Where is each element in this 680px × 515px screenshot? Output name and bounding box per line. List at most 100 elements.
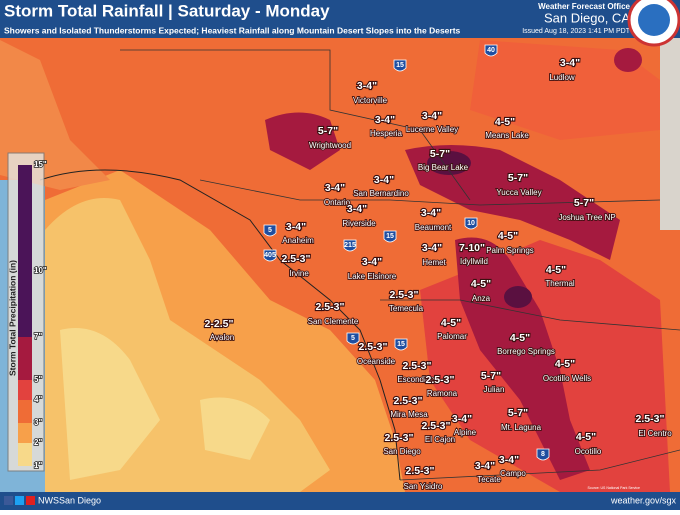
legend-label: 3" <box>34 418 42 427</box>
place-amount: 4-5" <box>441 317 461 329</box>
place-name: Tecate <box>477 475 501 484</box>
twitter-icon <box>15 496 24 505</box>
place-name: Thermal <box>545 279 575 288</box>
coastline <box>39 169 401 481</box>
place-name: Beaumont <box>415 223 452 232</box>
place-name: Hesperia <box>370 129 403 138</box>
highway-shield <box>393 59 407 72</box>
place-name: Ludlow <box>549 73 575 82</box>
legend-label: 7" <box>34 332 42 341</box>
place-amount: 5-7" <box>318 125 338 137</box>
highway-number: 5 <box>351 335 355 342</box>
place-amount: 4-5" <box>555 358 575 370</box>
youtube-icon <box>26 496 35 505</box>
place-name: Palomar <box>437 332 467 341</box>
highway-shield <box>263 224 277 237</box>
legend-swatch <box>18 443 32 466</box>
website: weather.gov/sgx <box>610 495 677 505</box>
nws-logo-inner <box>638 4 670 36</box>
legend-title: Storm Total Precipitation (in) <box>7 260 17 376</box>
place-amount: 4-5" <box>495 116 515 128</box>
place-name: Ontario <box>324 198 351 207</box>
place-name: Borrego Springs <box>497 347 555 356</box>
place-amount: 4-5" <box>510 332 530 344</box>
legend-swatch <box>18 380 32 400</box>
zone-1-2 <box>200 397 270 460</box>
place-name: Irvine <box>289 269 309 278</box>
highway-number: 405 <box>264 252 276 259</box>
highway-number: 5 <box>268 227 272 234</box>
place-amount: 2.5-3" <box>406 465 435 477</box>
place-name: Julian <box>484 385 505 394</box>
place-amount: 4-5" <box>498 230 518 242</box>
legend-label: 1" <box>34 461 42 470</box>
place-amount: 3-4" <box>422 110 442 122</box>
zone-1-2 <box>60 328 160 480</box>
facebook-icon <box>4 496 13 505</box>
legend-bar <box>18 165 32 466</box>
place-name: Means Lake <box>485 131 529 140</box>
place-amount: 2.5-3" <box>316 301 345 313</box>
place-amount: 3-4" <box>325 182 345 194</box>
zone-5-7 <box>265 112 340 170</box>
place-name: Ramona <box>427 389 458 398</box>
place-name: Ocotillo Wells <box>543 374 591 383</box>
place-name: Big Bear Lake <box>418 163 469 172</box>
legend-swatch <box>18 337 32 380</box>
place-name: San Ysidro <box>404 482 444 491</box>
place-amount: 4-5" <box>546 264 566 276</box>
legend-swatch <box>18 165 32 337</box>
highway-shield <box>263 249 277 262</box>
place-name: Mt. Laguna <box>501 423 542 432</box>
highway-number: 15 <box>397 341 405 348</box>
place-name: Victorville <box>353 96 388 105</box>
place-name: Anza <box>472 294 491 303</box>
legend-swatch <box>18 423 32 443</box>
place-name: Temecula <box>389 304 424 313</box>
place-amount: 3-4" <box>421 207 441 219</box>
place-amount: 2.5-3" <box>282 253 311 265</box>
header-bar <box>0 0 680 38</box>
legend-label: 10" <box>34 266 47 275</box>
place-name: San Clemente <box>308 317 359 326</box>
place-amount: 2.5-3" <box>390 289 419 301</box>
legend-swatch <box>18 400 32 423</box>
highway-number: 215 <box>344 242 356 249</box>
place-amount: 5-7" <box>481 370 501 382</box>
place-amount: 3-4" <box>374 174 394 186</box>
place-amount: 7-10" <box>459 242 485 254</box>
social: NWSSan Diego <box>38 495 101 505</box>
place-name: Lucerne Valley <box>406 125 458 134</box>
place-amount: 5-7" <box>574 197 594 209</box>
place-amount: 2.5-3" <box>426 374 455 386</box>
place-name: Ocotillo <box>575 447 602 456</box>
place-name: Yucca Valley <box>496 188 541 197</box>
highway-shield <box>484 44 498 57</box>
zone-7-10 <box>427 151 471 175</box>
legend-label: 4" <box>34 395 42 404</box>
highway-number: 15 <box>396 62 404 69</box>
place-name: El Centro <box>638 429 672 438</box>
place-name: Idyllwild <box>460 257 488 266</box>
place-amount: 2.5-3" <box>403 360 432 372</box>
legend-label: 5" <box>34 375 42 384</box>
place-amount: 3-4" <box>286 221 306 233</box>
title: Storm Total Rainfall | Saturday - Monday <box>4 1 330 20</box>
place-amount: 3-4" <box>362 256 382 268</box>
place-amount: 2.5-3" <box>636 413 665 425</box>
place-amount: 3-4" <box>452 413 472 425</box>
place-name: Oceanside <box>357 357 396 366</box>
place-name: Riverside <box>342 219 376 228</box>
location: San Diego, CA <box>544 10 630 25</box>
terrain <box>660 0 680 230</box>
highway-shield <box>536 448 550 461</box>
place-name: Joshua Tree NP <box>558 213 615 222</box>
highway-number: 40 <box>487 47 495 54</box>
place-amount: 2.5-3" <box>422 420 451 432</box>
place-name: Anaheim <box>282 236 314 245</box>
place-name: Wrightwood <box>309 141 351 150</box>
place-amount: 2.5-3" <box>385 432 414 444</box>
highway-number: 15 <box>386 233 394 240</box>
place-amount: 2-2.5" <box>205 318 234 330</box>
